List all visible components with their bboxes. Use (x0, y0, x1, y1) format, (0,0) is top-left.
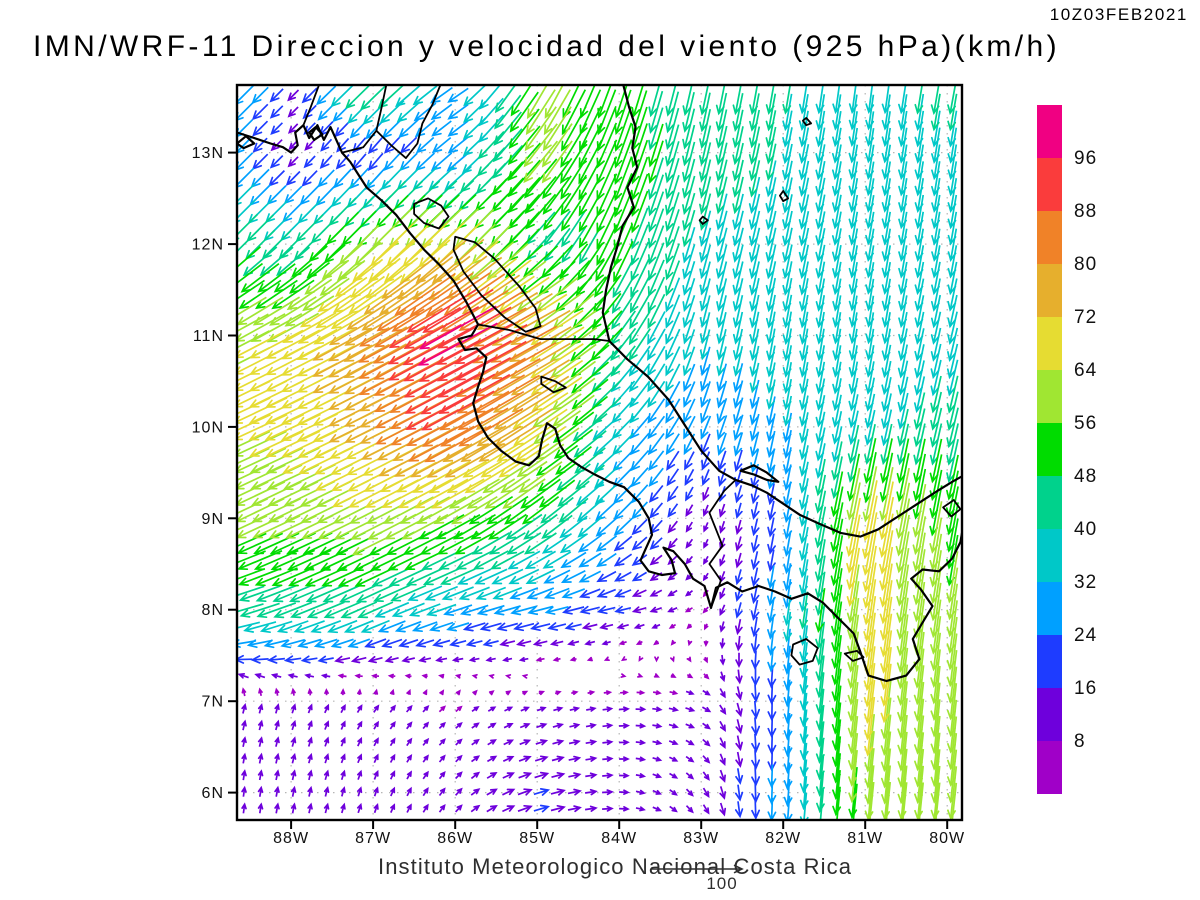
wind-arrow-heads-bin10 (358, 306, 503, 463)
colorbar-segment (1037, 582, 1062, 635)
lake-outline (698, 215, 709, 225)
lake-outline (843, 650, 865, 662)
colorbar-segment (1037, 741, 1062, 794)
lake-outline (802, 117, 812, 127)
lake-outline (942, 499, 962, 518)
lat-tick-label: 11N (193, 328, 224, 345)
lon-tick-label: 82W (765, 830, 801, 847)
country-border (302, 85, 320, 127)
wind-arrow-field (237, 85, 959, 820)
lat-tick-label: 6N (202, 785, 224, 802)
lat-tick-label: 12N (192, 237, 224, 254)
colorbar-label: 96 (1074, 148, 1097, 169)
coastline (237, 124, 962, 683)
country-border (341, 85, 442, 159)
colorbar-label: 16 (1074, 678, 1097, 699)
lon-tick-label: 83W (683, 830, 719, 847)
axis-labels: 13N 12N 11N 10N 9N 8N 7N 6N 88W 87W 86W 85W 84W 83W 82… (192, 145, 965, 847)
colorbar-label: 72 (1074, 307, 1097, 328)
colorbar-segment (1037, 635, 1062, 688)
colorbar-label: 64 (1074, 360, 1097, 381)
colorbar-segment (1037, 105, 1062, 158)
colorbar-segment (1037, 370, 1062, 423)
footer-caption: Instituto Meteorologico Nacional Costa R… (378, 854, 853, 879)
wind-arrow-heads-bin5 (237, 98, 957, 820)
colorbar-segment (1037, 317, 1062, 370)
colorbar-label: 40 (1074, 519, 1097, 540)
reference-arrow-label: 100 (706, 874, 738, 893)
colorbar-segment (1037, 529, 1062, 582)
colorbar-segment (1037, 688, 1062, 741)
chart-title: IMN/WRF-11 Direccion y velocidad del vie… (33, 30, 1060, 63)
lake-outline (413, 197, 450, 230)
colorbar-label: 80 (1074, 254, 1097, 275)
forecast-timestamp: 10Z03FEB2021 (1049, 5, 1188, 24)
wind-arrow-shafts-bin2 (237, 87, 775, 819)
colorbar-label: 8 (1074, 731, 1086, 752)
colorbar-label: 88 (1074, 201, 1097, 222)
wind-arrow-shafts-bin5 (237, 85, 959, 820)
lat-tick-label: 10N (192, 419, 224, 436)
coastline (237, 135, 256, 150)
wind-arrow-shafts-bin12 (419, 305, 498, 366)
country-border (477, 323, 611, 342)
coastline (601, 85, 962, 538)
colorbar-segment (1037, 476, 1062, 529)
wind-arrow-shafts-bin3 (237, 85, 793, 820)
wind-arrow-shafts-bin4 (237, 85, 959, 820)
coastline (308, 126, 324, 141)
base-map (237, 85, 962, 683)
lon-tick-label: 86W (437, 830, 473, 847)
axis-ticks (228, 151, 949, 829)
wind-arrow-shafts-bin1 (239, 89, 742, 815)
coastline (739, 464, 780, 483)
lon-tick-label: 85W (519, 830, 555, 847)
wind-arrow-shafts-bin8 (237, 221, 895, 755)
wind-arrow-heads-bin11 (387, 323, 466, 431)
lat-tick-label: 9N (202, 511, 224, 528)
map-frame (235, 83, 964, 822)
colorbar: 96 88 80 72 64 56 48 40 32 24 16 8 (1037, 105, 1097, 794)
colorbar-label: 56 (1074, 413, 1097, 434)
lon-tick-label: 87W (355, 830, 391, 847)
lake-outline (779, 190, 789, 202)
colorbar-segment (1037, 423, 1062, 476)
colorbar-segment (1037, 158, 1062, 211)
lat-tick-label: 13N (192, 145, 224, 162)
wind-arrow-heads-bin1 (237, 92, 744, 817)
wind-arrow-heads-bin2 (237, 92, 777, 820)
wind-arrow-heads-bin0 (241, 591, 710, 712)
reference-arrow (652, 864, 744, 874)
colorbar-label: 32 (1074, 572, 1097, 593)
lat-tick-label: 8N (202, 602, 224, 619)
lon-tick-label: 80W (929, 830, 965, 847)
colorbar-segment (1037, 211, 1062, 264)
wind-arrow-shafts-bin6 (237, 85, 959, 820)
wind-arrow-heads-bin4 (237, 95, 957, 820)
country-border (375, 85, 388, 132)
lon-tick-label: 88W (273, 830, 309, 847)
colorbar-segment (1037, 264, 1062, 317)
reference-arrow-head (733, 864, 744, 874)
lake-outline (790, 638, 819, 666)
lat-tick-label: 7N (202, 694, 224, 711)
wind-arrow-heads-bin9 (312, 274, 523, 478)
wind-arrow-shafts-bin7 (237, 85, 959, 820)
wind-arrow-heads-bin8 (237, 256, 890, 757)
lake-outline (452, 235, 542, 333)
country-border (708, 479, 737, 609)
lake-outline (540, 375, 567, 394)
colorbar-label: 24 (1074, 625, 1097, 646)
colorbar-label: 48 (1074, 466, 1097, 487)
lon-tick-label: 84W (601, 830, 637, 847)
lon-tick-label: 81W (847, 830, 883, 847)
wind-arrow-heads-bin12 (417, 340, 430, 366)
